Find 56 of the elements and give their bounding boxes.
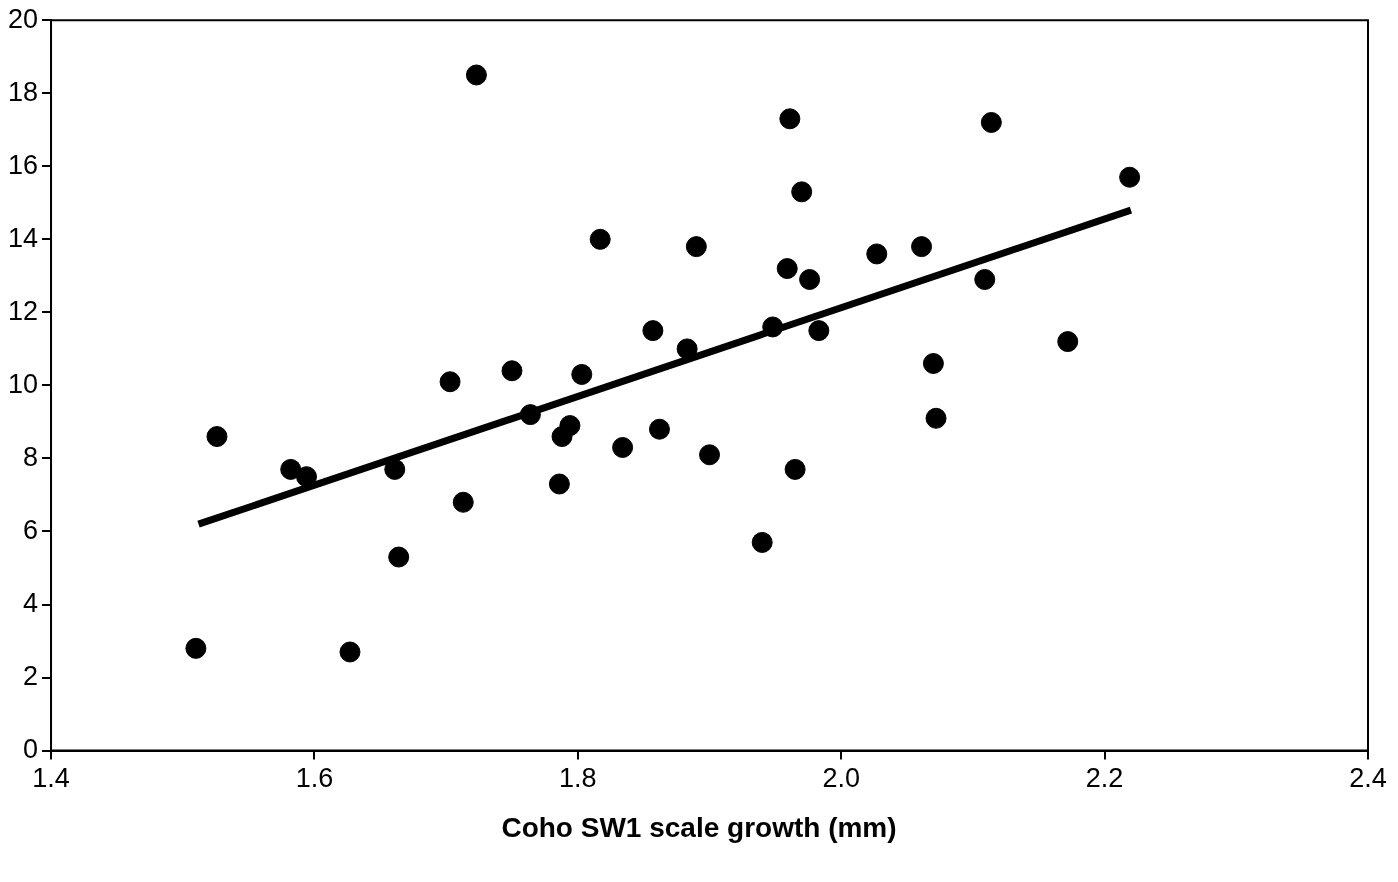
- point: [280, 458, 302, 480]
- point: [571, 363, 593, 385]
- y-tick-label: 10: [7, 368, 39, 399]
- x-tick-label: 1.4: [32, 763, 70, 794]
- point: [339, 641, 361, 663]
- point: [866, 243, 888, 265]
- point: [648, 418, 670, 440]
- point: [519, 404, 541, 426]
- x-tick-label: 1.8: [559, 763, 597, 794]
- point: [612, 436, 634, 458]
- point: [791, 181, 813, 203]
- point: [465, 64, 487, 86]
- point: [911, 236, 933, 258]
- y-tick-label: 8: [23, 441, 39, 472]
- point: [799, 268, 821, 290]
- point: [185, 637, 207, 659]
- y-tick-label: 6: [23, 514, 39, 545]
- y-tick-label: 4: [23, 587, 39, 618]
- point: [559, 415, 581, 437]
- point: [439, 371, 461, 393]
- point: [685, 236, 707, 258]
- point: [1057, 331, 1079, 353]
- point: [699, 444, 721, 466]
- point: [388, 546, 410, 568]
- x-axis-title: Coho SW1 scale growth (mm): [500, 812, 898, 844]
- point: [776, 258, 798, 280]
- point: [779, 108, 801, 130]
- y-tick-label: 16: [7, 149, 39, 180]
- point: [922, 352, 944, 374]
- y-tick-label: 12: [7, 295, 39, 326]
- point: [548, 473, 570, 495]
- point: [751, 531, 773, 553]
- point: [974, 268, 996, 290]
- point: [642, 320, 664, 342]
- point: [296, 466, 318, 488]
- point: [206, 426, 228, 448]
- point: [925, 407, 947, 429]
- x-tick-label: 1.6: [295, 763, 334, 794]
- point: [1119, 166, 1141, 188]
- x-tick-label: 2.2: [1085, 763, 1124, 794]
- y-tick-label: 0: [23, 734, 39, 765]
- y-tick-label: 20: [7, 3, 39, 34]
- point: [384, 458, 406, 480]
- point: [784, 458, 806, 480]
- point: [501, 360, 523, 382]
- point: [808, 320, 830, 342]
- point: [676, 338, 698, 360]
- y-tick-label: 18: [7, 76, 39, 107]
- x-tick-label: 2.0: [822, 763, 860, 794]
- point: [589, 228, 611, 250]
- y-tick-label: 14: [7, 222, 39, 253]
- point: [980, 111, 1002, 133]
- y-tick-label: 2: [23, 661, 39, 692]
- x-tick-label: 2.4: [1349, 763, 1387, 794]
- point: [762, 316, 784, 338]
- point: [452, 491, 474, 513]
